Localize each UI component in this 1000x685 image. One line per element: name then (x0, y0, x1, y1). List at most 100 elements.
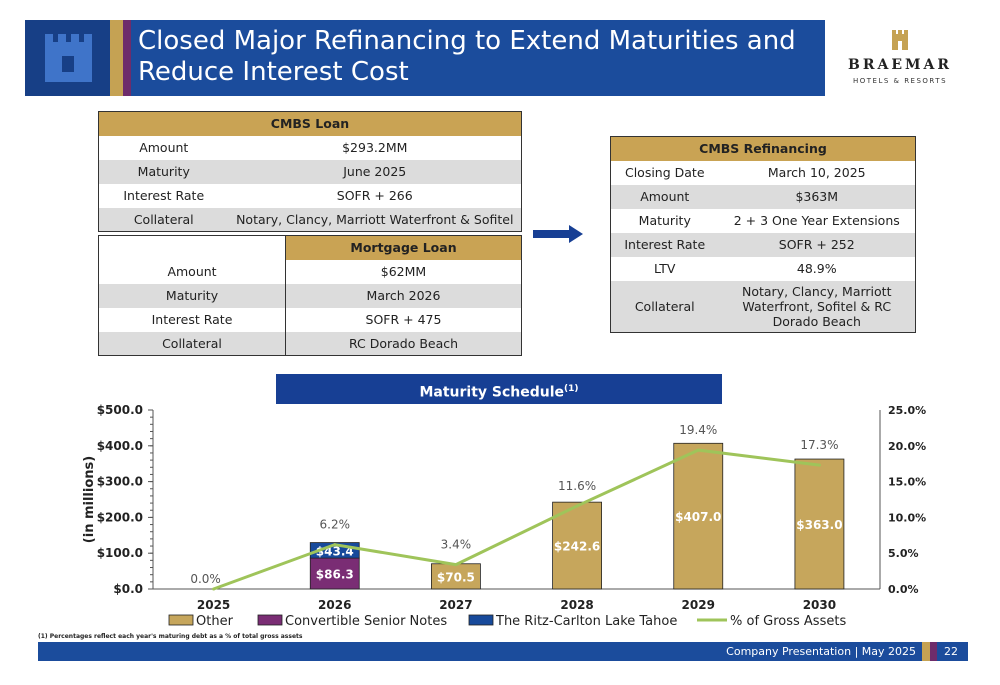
table-row: Amount $62MM (98, 259, 522, 284)
row-value: RC Dorado Beach (285, 331, 522, 356)
bar-value-label: $363.0 (796, 518, 842, 532)
y2-tick-label: 20.0% (888, 440, 926, 453)
row-label: Closing Date (610, 160, 719, 185)
chart-title: Maturity Schedule (419, 384, 565, 401)
table-row: Interest Rate SOFR + 266 (98, 183, 522, 208)
bar-other (552, 501, 602, 590)
line-point (696, 448, 700, 452)
bar-other (794, 458, 845, 590)
x-tick-label: 2025 (197, 598, 230, 612)
footer-purple-stripe (930, 642, 937, 661)
table-row: Maturity June 2025 (98, 159, 522, 184)
y-tick-label: $400.0 (97, 439, 143, 453)
x-tick-label: 2030 (803, 598, 836, 612)
cmbs-refinancing-table: CMBS Refinancing Closing Date March 10, … (610, 136, 916, 333)
table-row: Interest Rate SOFR + 252 (610, 232, 916, 257)
castle-logo-box (25, 20, 110, 96)
header-gold-stripe (110, 20, 123, 96)
legend-label: Other (196, 614, 234, 629)
footer-text: Company Presentation | May 2025 (726, 645, 916, 658)
chart-title-footnote-marker: (1) (564, 384, 579, 394)
y-tick-label: $300.0 (97, 475, 143, 489)
line-value-label: 0.0% (190, 572, 221, 586)
x-tick-label: 2028 (560, 598, 593, 612)
table-row: Interest Rate SOFR + 475 (98, 307, 522, 332)
row-label: Amount (98, 259, 286, 284)
y2-tick-label: 25.0% (888, 404, 926, 417)
row-value: March 10, 2025 (718, 160, 916, 185)
line-value-label: 3.4% (441, 538, 472, 552)
table-row: Amount $293.2MM (98, 135, 522, 160)
line-point (333, 543, 337, 547)
y-tick-label: $0.0 (113, 582, 143, 596)
line-point (454, 563, 458, 567)
row-label: Maturity (98, 283, 286, 308)
table-row: LTV 48.9% (610, 256, 916, 281)
y-axis-label: (in millions) (82, 456, 97, 543)
brand-subtitle: HOTELS & RESORTS (852, 77, 948, 85)
castle-icon (45, 34, 92, 82)
y-tick-label: $100.0 (97, 546, 143, 560)
x-tick-label: 2029 (682, 598, 715, 612)
table-row: Collateral Notary, Clancy, Marriott Wate… (98, 207, 522, 232)
row-label: Maturity (98, 159, 229, 184)
row-value: Notary, Clancy, Marriott Waterfront & So… (228, 207, 522, 232)
bar-value-label: $407.0 (675, 510, 721, 524)
table-row: Amount $363M (610, 184, 916, 209)
y2-tick-label: 15.0% (888, 476, 926, 489)
x-tick-label: 2027 (439, 598, 472, 612)
row-value: March 2026 (285, 283, 522, 308)
brand-castle-icon (892, 30, 908, 50)
legend-swatch (168, 614, 194, 626)
row-value: Notary, Clancy, Marriott Waterfront, Sof… (718, 280, 916, 333)
row-label: Maturity (610, 208, 719, 233)
arrow-right-icon (533, 225, 583, 243)
bar-other (673, 442, 724, 590)
row-label: Amount (98, 135, 229, 160)
mortgage-loan-title: Mortgage Loan (285, 235, 522, 260)
line-value-label: 11.6% (558, 479, 596, 493)
line-point (817, 463, 821, 467)
row-label: Amount (610, 184, 719, 209)
bar-other (431, 563, 481, 590)
y2-tick-label: 10.0% (888, 511, 926, 524)
y-tick-label: $200.0 (97, 510, 143, 524)
row-label: Interest Rate (98, 183, 229, 208)
table-row: Collateral RC Dorado Beach (98, 331, 522, 356)
bar-convertible-senior-notes (309, 557, 360, 590)
row-value: $293.2MM (228, 135, 522, 160)
maturity-schedule-chart: $0.0 $100.0 $200.0 $300.0 $400.0 $500.0 0.0% 5.… (82, 403, 926, 629)
row-label: Collateral (98, 207, 229, 232)
legend-swatch (468, 614, 494, 626)
legend-label: Convertible Senior Notes (285, 614, 447, 629)
line-value-label: 17.3% (800, 438, 838, 452)
mortgage-loan-blank-header (98, 235, 286, 260)
header-bar: Closed Major Refinancing to Extend Matur… (25, 20, 825, 96)
line-point (212, 587, 216, 591)
row-value: 48.9% (718, 256, 916, 281)
chart-title-banner: Maturity Schedule(1) (276, 374, 722, 404)
table-row: Closing Date March 10, 2025 (610, 160, 916, 185)
row-label: Collateral (98, 331, 286, 356)
row-value: SOFR + 252 (718, 232, 916, 257)
y2-tick-label: 5.0% (888, 547, 919, 560)
line-gross-assets (213, 448, 820, 591)
stack-value-label: $86.3 (316, 568, 354, 582)
mortgage-loan-table: Mortgage Loan Amount $62MM Maturity Marc… (98, 235, 522, 356)
row-value: $363M (718, 184, 916, 209)
y-tick-label: $500.0 (97, 403, 143, 417)
footer-bar: Company Presentation | May 2025 22 (38, 642, 968, 661)
cmbs-loan-title: CMBS Loan (98, 111, 522, 136)
line-point (575, 504, 579, 508)
footnote: (1) Percentages reflect each year's matu… (38, 633, 303, 640)
cmbs-loan-table: CMBS Loan Amount $293.2MM Maturity June … (98, 111, 522, 232)
bar-value-label: $242.6 (554, 540, 600, 554)
legend-label: The Ritz-Carlton Lake Tahoe (495, 614, 677, 629)
table-row: Maturity 2 + 3 One Year Extensions (610, 208, 916, 233)
row-value: SOFR + 266 (228, 183, 522, 208)
brand-name: BRAEMAR (848, 57, 952, 73)
page-title: Closed Major Refinancing to Extend Matur… (138, 26, 796, 87)
x-tick-label: 2026 (318, 598, 351, 612)
cmbs-refinancing-title: CMBS Refinancing (610, 136, 916, 161)
row-label: LTV (610, 256, 719, 281)
